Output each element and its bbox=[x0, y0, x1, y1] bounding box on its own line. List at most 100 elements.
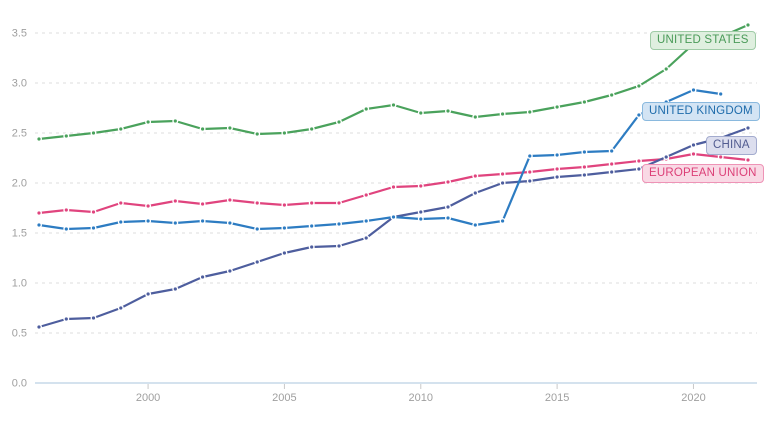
data-point[interactable] bbox=[254, 199, 261, 206]
data-point[interactable] bbox=[172, 286, 179, 293]
data-point[interactable] bbox=[690, 150, 697, 157]
series-united-kingdom[interactable] bbox=[36, 86, 724, 232]
data-point[interactable] bbox=[581, 163, 588, 170]
data-point[interactable] bbox=[308, 125, 315, 132]
data-point[interactable] bbox=[199, 125, 206, 132]
data-point[interactable] bbox=[363, 191, 370, 198]
data-point[interactable] bbox=[690, 86, 697, 93]
data-point[interactable] bbox=[117, 199, 124, 206]
data-point[interactable] bbox=[226, 219, 233, 226]
series-label-european-union[interactable]: EUROPEAN UNION bbox=[642, 164, 764, 183]
data-point[interactable] bbox=[581, 98, 588, 105]
data-point[interactable] bbox=[635, 82, 642, 89]
data-point[interactable] bbox=[472, 221, 479, 228]
data-point[interactable] bbox=[63, 225, 70, 232]
data-point[interactable] bbox=[526, 108, 533, 115]
data-point[interactable] bbox=[63, 132, 70, 139]
data-point[interactable] bbox=[499, 217, 506, 224]
data-point[interactable] bbox=[635, 157, 642, 164]
data-point[interactable] bbox=[554, 165, 561, 172]
data-point[interactable] bbox=[336, 242, 343, 249]
data-point[interactable] bbox=[226, 196, 233, 203]
data-point[interactable] bbox=[90, 315, 97, 322]
data-point[interactable] bbox=[526, 152, 533, 159]
data-point[interactable] bbox=[281, 129, 288, 136]
data-point[interactable] bbox=[472, 113, 479, 120]
data-point[interactable] bbox=[363, 234, 370, 241]
data-point[interactable] bbox=[445, 214, 452, 221]
data-point[interactable] bbox=[172, 219, 179, 226]
data-point[interactable] bbox=[445, 203, 452, 210]
data-point[interactable] bbox=[145, 202, 152, 209]
series-label-united-states[interactable]: UNITED STATES bbox=[650, 31, 756, 50]
data-point[interactable] bbox=[581, 171, 588, 178]
data-point[interactable] bbox=[390, 101, 397, 108]
data-point[interactable] bbox=[363, 217, 370, 224]
series-european-union[interactable] bbox=[36, 150, 752, 216]
data-point[interactable] bbox=[472, 172, 479, 179]
data-point[interactable] bbox=[390, 183, 397, 190]
data-point[interactable] bbox=[663, 65, 670, 72]
data-point[interactable] bbox=[499, 110, 506, 117]
series-united-states[interactable] bbox=[36, 22, 752, 142]
data-point[interactable] bbox=[581, 148, 588, 155]
data-point[interactable] bbox=[745, 156, 752, 163]
data-point[interactable] bbox=[90, 224, 97, 231]
data-point[interactable] bbox=[663, 153, 670, 160]
data-point[interactable] bbox=[417, 182, 424, 189]
data-point[interactable] bbox=[390, 213, 397, 220]
data-point[interactable] bbox=[145, 118, 152, 125]
data-point[interactable] bbox=[745, 124, 752, 131]
data-point[interactable] bbox=[199, 274, 206, 281]
data-point[interactable] bbox=[499, 170, 506, 177]
data-point[interactable] bbox=[336, 118, 343, 125]
data-point[interactable] bbox=[308, 243, 315, 250]
data-point[interactable] bbox=[63, 316, 70, 323]
data-point[interactable] bbox=[554, 173, 561, 180]
data-point[interactable] bbox=[36, 221, 43, 228]
data-point[interactable] bbox=[90, 129, 97, 136]
data-point[interactable] bbox=[199, 200, 206, 207]
data-point[interactable] bbox=[281, 224, 288, 231]
data-point[interactable] bbox=[308, 222, 315, 229]
data-point[interactable] bbox=[363, 105, 370, 112]
data-point[interactable] bbox=[117, 125, 124, 132]
data-point[interactable] bbox=[554, 151, 561, 158]
series-label-united-kingdom[interactable]: UNITED KINGDOM bbox=[642, 102, 760, 121]
data-point[interactable] bbox=[445, 107, 452, 114]
data-point[interactable] bbox=[526, 177, 533, 184]
data-point[interactable] bbox=[635, 111, 642, 118]
data-point[interactable] bbox=[472, 189, 479, 196]
data-point[interactable] bbox=[226, 268, 233, 275]
data-point[interactable] bbox=[145, 217, 152, 224]
data-point[interactable] bbox=[336, 199, 343, 206]
series-china[interactable] bbox=[36, 124, 752, 331]
data-point[interactable] bbox=[254, 259, 261, 266]
data-point[interactable] bbox=[554, 103, 561, 110]
data-point[interactable] bbox=[90, 208, 97, 215]
data-point[interactable] bbox=[690, 141, 697, 148]
data-point[interactable] bbox=[635, 165, 642, 172]
data-point[interactable] bbox=[526, 168, 533, 175]
data-point[interactable] bbox=[717, 90, 724, 97]
data-point[interactable] bbox=[745, 22, 752, 29]
data-point[interactable] bbox=[172, 117, 179, 124]
data-point[interactable] bbox=[199, 217, 206, 224]
data-point[interactable] bbox=[417, 109, 424, 116]
data-point[interactable] bbox=[608, 147, 615, 154]
data-point[interactable] bbox=[172, 197, 179, 204]
data-point[interactable] bbox=[608, 160, 615, 167]
data-point[interactable] bbox=[336, 220, 343, 227]
data-point[interactable] bbox=[36, 135, 43, 142]
data-point[interactable] bbox=[717, 153, 724, 160]
data-point[interactable] bbox=[117, 305, 124, 312]
data-point[interactable] bbox=[36, 324, 43, 331]
data-point[interactable] bbox=[608, 91, 615, 98]
data-point[interactable] bbox=[145, 291, 152, 298]
data-point[interactable] bbox=[281, 201, 288, 208]
data-point[interactable] bbox=[445, 178, 452, 185]
series-label-china[interactable]: CHINA bbox=[706, 136, 757, 155]
data-point[interactable] bbox=[63, 206, 70, 213]
data-point[interactable] bbox=[499, 179, 506, 186]
